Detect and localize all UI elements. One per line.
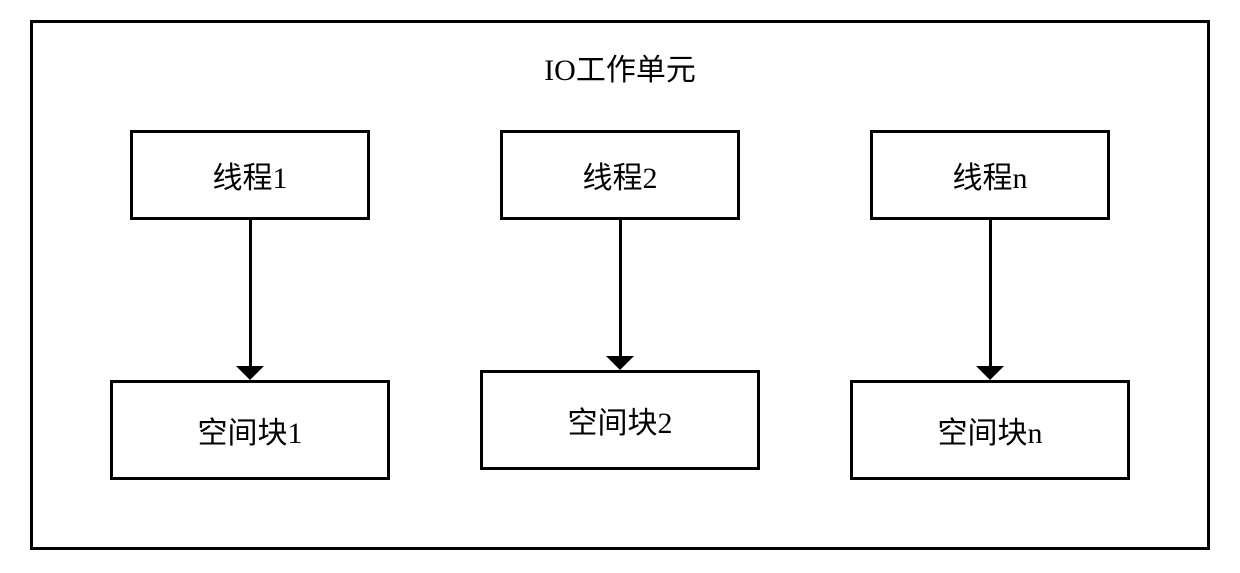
- arrow-n-head-icon: [976, 366, 1004, 380]
- diagram-title: IO工作单元: [520, 45, 720, 85]
- arrow-2-head-icon: [606, 356, 634, 370]
- space-block-2-box: 空间块2: [480, 370, 760, 470]
- space-block-1-box: 空间块1: [110, 380, 390, 480]
- thread-n-box: 线程n: [870, 130, 1110, 220]
- thread-1-box: 线程1: [130, 130, 370, 220]
- thread-2-box: 线程2: [500, 130, 740, 220]
- arrow-n-line: [989, 220, 992, 366]
- arrow-1-head-icon: [236, 366, 264, 380]
- space-block-n-box: 空间块n: [850, 380, 1130, 480]
- arrow-2-line: [619, 220, 622, 356]
- arrow-1-line: [249, 220, 252, 366]
